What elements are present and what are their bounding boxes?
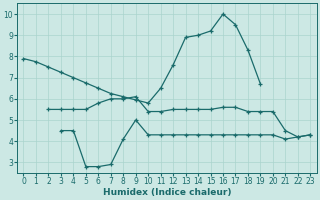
X-axis label: Humidex (Indice chaleur): Humidex (Indice chaleur) [103,188,231,197]
